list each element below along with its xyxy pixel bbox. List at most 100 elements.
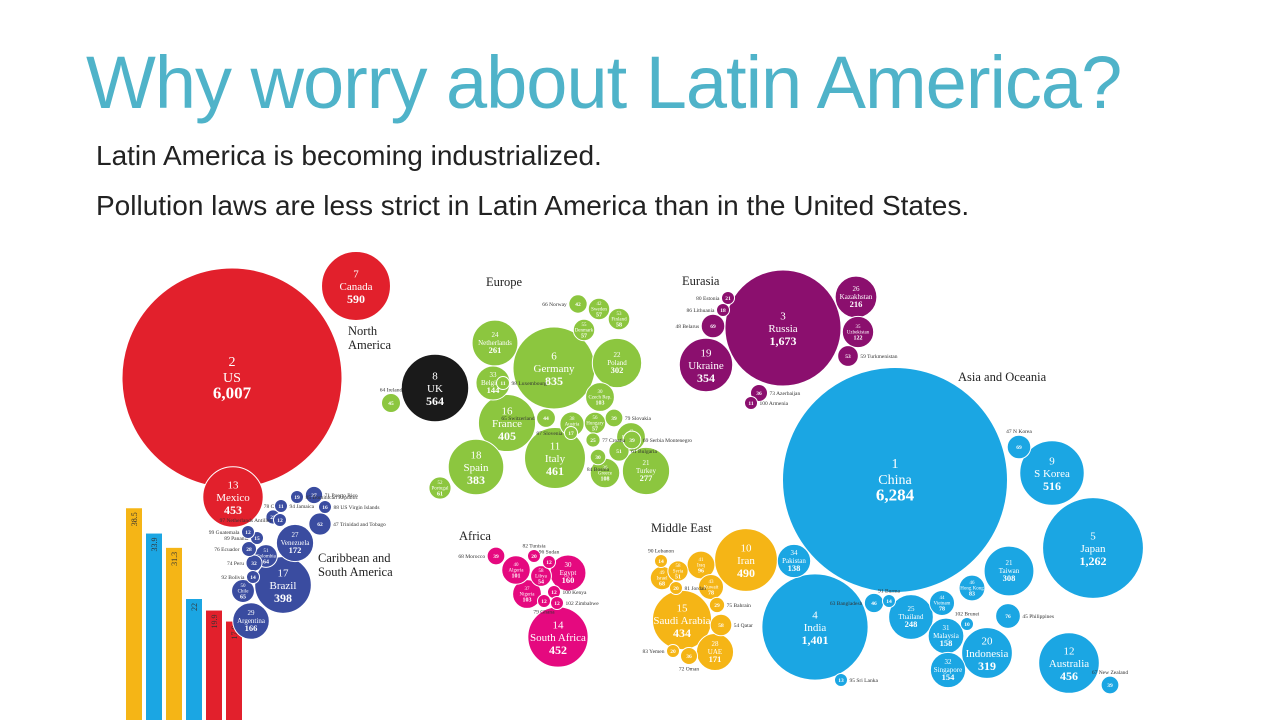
bubble-label-uk-2: 564 <box>426 394 444 408</box>
bubble-peru: 32 74 Peru <box>227 554 263 572</box>
bubble-label-uae-2: 171 <box>709 654 722 664</box>
slide-title: Why worry about Latin America? <box>86 41 1122 124</box>
bubble-label-ukraine-1: Ukraine <box>688 360 724 372</box>
bubble-name-ghana: 79 Ghana <box>533 610 555 616</box>
bubble-jamaica: 11 94 Jamaica <box>274 499 315 513</box>
bubble-name-norway: 66 Norway <box>542 302 567 308</box>
bubble-circle-s-korea <box>1019 440 1085 506</box>
bubble-serbia-montenegro: 39 69 Serbia Montenegro <box>622 430 692 450</box>
bubble-belarus: 69 48 Belarus <box>676 313 726 339</box>
bubble-label-nigeria-1: Nigeria <box>520 593 536 598</box>
bubble-value-lithuania: 18 <box>720 308 726 314</box>
bubble-value-panama: 15 <box>254 536 260 542</box>
bullet-pollution-laws: Pollution laws are less strict in Latin … <box>96 190 970 221</box>
bubble-label-sweden-0: 42 <box>597 302 603 307</box>
bubble-ireland: 45 64 Ireland <box>380 387 402 414</box>
bubble-circle-spain <box>447 438 505 496</box>
bubble-label-indonesia-2: 319 <box>978 659 996 673</box>
bubble-label-russia-2: 1,673 <box>770 334 797 348</box>
bubble-label-japan-0: 5 <box>1090 530 1096 542</box>
bubble-norway: 42 66 Norway <box>542 294 588 314</box>
bubble-circle-tunisia <box>527 549 541 563</box>
bubble-name-turkmenistan: 59 Turkmenistan <box>860 354 897 360</box>
bubble-circle-sudan <box>542 555 556 569</box>
bubble-label-mexico-2: 453 <box>224 503 242 517</box>
bubble-value-oman: 36 <box>686 654 692 660</box>
bubble-circle-n-korea <box>1006 434 1032 460</box>
bubble-label-egypt-0: 30 <box>565 561 573 569</box>
bubble-label-portugal-2: 61 <box>437 491 443 497</box>
bubble-label-finland-1: Finland <box>611 318 627 323</box>
bubble-value-bahrain: 29 <box>714 603 720 609</box>
bubble-burma: 14 91 Burma <box>878 589 900 608</box>
bubble-circle-france <box>477 393 537 453</box>
bubble-label-malaysia-0: 31 <box>943 624 951 632</box>
bubble-name-kenya: 100 Kenya <box>563 590 588 596</box>
bubble-label-nigeria-0: 37 <box>525 587 531 592</box>
bubble-zimbabwe: 12 102 Zimbabwe <box>550 596 599 610</box>
bubble-value-puerto-rico: 37 <box>311 493 317 499</box>
bubble-label-spain-1: Spain <box>463 462 489 474</box>
bubble-circle-switzerland <box>536 408 556 428</box>
bubble-label-australia-1: Australia <box>1049 658 1089 670</box>
bubble-label-belgium-0: 33 <box>490 371 498 379</box>
bubble-value-switzerland: 44 <box>543 416 549 422</box>
bubble-label-argentina-2: 166 <box>245 623 258 633</box>
bubble-label-south-africa-0: 14 <box>553 619 565 631</box>
bubble-value-lebanon: 14 <box>658 559 664 565</box>
bubble-value-dominican-republic: 19 <box>294 495 300 501</box>
bubble-value-bangladesh: 46 <box>871 601 877 607</box>
bubble-label-russia-0: 3 <box>780 310 786 322</box>
bubble-netherlands-antilles: 12 97 Netherlands Antilles <box>220 513 287 527</box>
bubble-circle-morocco <box>486 546 506 566</box>
bubble-name-cuba: 78 Cuba <box>264 504 283 510</box>
bubble-label-austria-1: Austria <box>565 423 581 428</box>
bubble-name-new-zealand: 67 New Zealand <box>1092 670 1129 676</box>
bubble-value-belarus: 69 <box>710 324 716 330</box>
bubble-label-uae-1: UAE <box>708 648 722 656</box>
bubble-name-n-korea: 47 N Korea <box>1006 429 1032 435</box>
bubble-value-zimbabwe: 12 <box>554 601 560 607</box>
bubble-label-japan-1: Japan <box>1080 543 1106 555</box>
bubble-label-vietnam-0: 44 <box>940 596 946 601</box>
bubble-circle-thailand <box>888 594 934 640</box>
bubble-label-saudi-arabia-2: 434 <box>673 626 691 640</box>
bubble-circle-india <box>761 573 869 681</box>
bubble-label-vietnam-2: 78 <box>939 606 945 612</box>
bubble-circle-us-virgin-islands <box>318 500 332 514</box>
bubble-label-iraq-2: 96 <box>698 568 704 574</box>
bubble-label-hungary-1: Hungary <box>586 422 604 427</box>
bubble-label-greece-0: 36 <box>603 466 609 471</box>
bubble-name-sudan: 96 Sudan <box>539 550 560 556</box>
bubble-value-guatemala: 12 <box>245 530 251 536</box>
bubble-morocco: 39 68 Morocco <box>458 546 506 566</box>
bubble-circle-belarus <box>700 313 726 339</box>
bubble-label-hungary-2: 57 <box>592 426 598 432</box>
bubble-label-denmark-1: Denmark <box>575 329 594 334</box>
bubble-circle-mexico <box>202 466 264 528</box>
bubble-label-south-africa-2: 452 <box>549 643 567 657</box>
bubble-circle-bosnia <box>589 448 607 466</box>
bubble-name-bulgaria: 61 Bulgaria <box>631 449 657 455</box>
bubble-circle-china <box>781 366 1009 594</box>
bubble-ecuador: 28 76 Ecuador <box>214 540 258 558</box>
bubble-label-finland-2: 58 <box>616 322 622 328</box>
bubble-value-morocco: 39 <box>493 554 499 560</box>
bubble-circle-qatar <box>709 613 733 637</box>
bubble-label-greece-1: Greece <box>598 472 613 477</box>
bubble-value-turkmenistan: 53 <box>845 354 851 360</box>
